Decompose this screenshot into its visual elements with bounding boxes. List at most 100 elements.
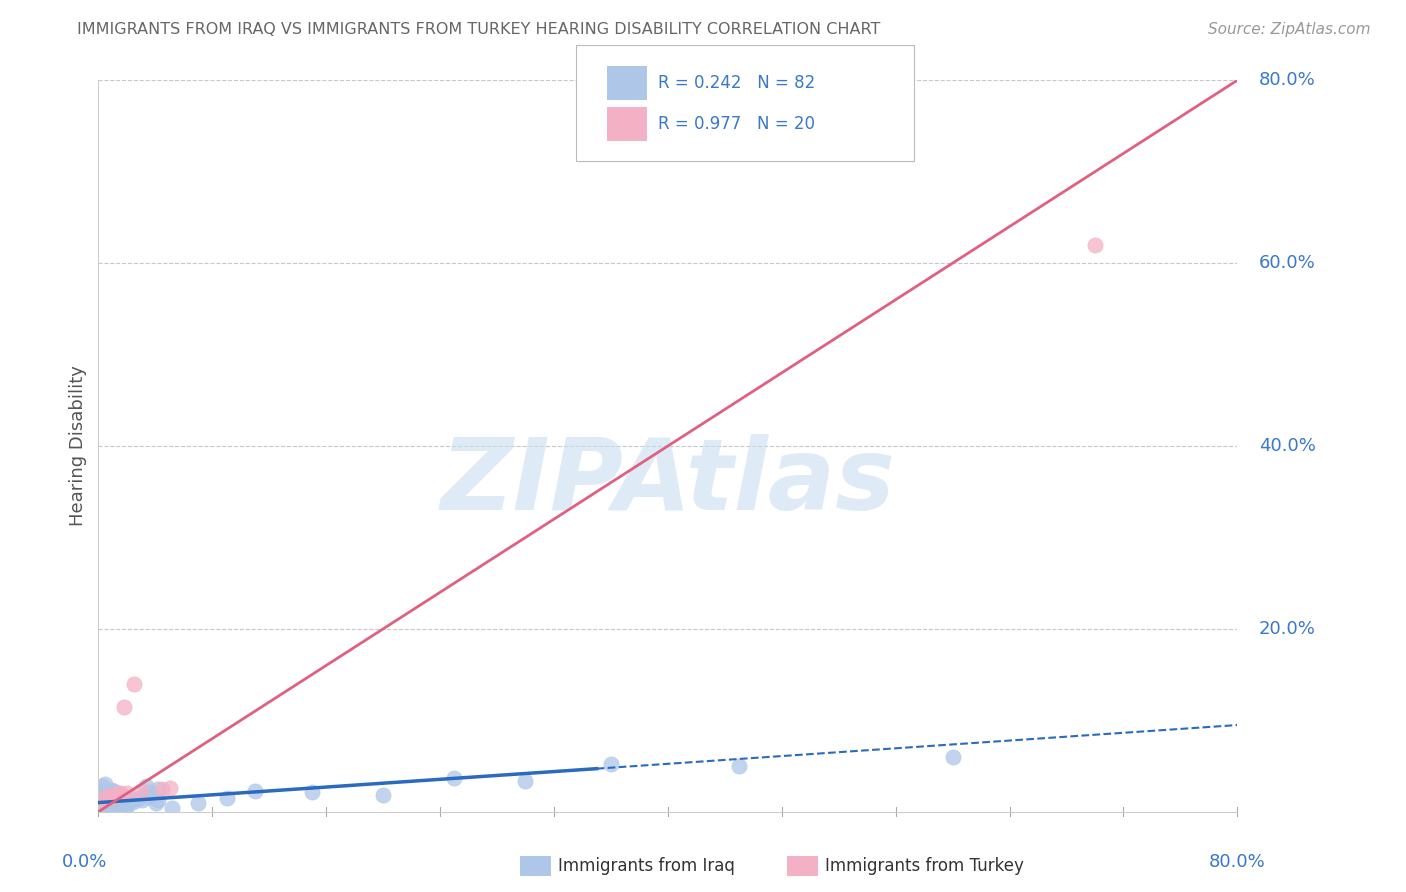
Point	[89, 799, 111, 814]
Text: 20.0%: 20.0%	[1258, 620, 1316, 638]
Point	[93, 795, 115, 809]
Point	[100, 790, 122, 805]
Text: 80.0%: 80.0%	[1258, 71, 1316, 89]
Point	[148, 781, 170, 796]
Point	[139, 785, 162, 799]
Point	[90, 798, 112, 813]
Point	[93, 795, 115, 809]
Point	[105, 789, 128, 803]
Point	[728, 758, 751, 772]
Text: 80.0%: 80.0%	[1209, 853, 1265, 871]
Point	[98, 789, 121, 804]
Point	[89, 789, 111, 803]
Point	[98, 804, 121, 818]
Point	[371, 788, 394, 802]
Point	[121, 795, 143, 809]
Point	[91, 788, 114, 802]
Text: 40.0%: 40.0%	[1258, 437, 1316, 455]
Point	[107, 799, 129, 814]
Point	[90, 793, 112, 807]
Point	[243, 784, 266, 798]
Point	[96, 797, 118, 811]
Point	[108, 787, 131, 801]
Point	[89, 795, 111, 809]
Point	[89, 789, 111, 803]
Point	[90, 789, 112, 803]
Point	[90, 789, 112, 804]
Point	[215, 791, 238, 805]
Point	[90, 793, 112, 807]
Point	[100, 797, 122, 812]
Point	[89, 793, 111, 807]
Point	[96, 788, 118, 802]
Point	[94, 777, 117, 791]
Point	[97, 791, 120, 805]
Point	[97, 795, 120, 809]
Point	[301, 785, 323, 799]
Text: 60.0%: 60.0%	[1258, 254, 1316, 272]
Point	[90, 801, 112, 815]
Point	[89, 785, 111, 799]
Point	[114, 804, 136, 818]
Point	[115, 785, 138, 799]
Point	[146, 793, 169, 807]
Point	[94, 804, 117, 818]
Point	[93, 794, 115, 808]
Point	[96, 790, 118, 805]
Text: Source: ZipAtlas.com: Source: ZipAtlas.com	[1208, 22, 1371, 37]
Point	[103, 804, 125, 818]
Point	[103, 803, 125, 817]
Point	[942, 749, 965, 764]
Point	[103, 800, 125, 814]
Point	[97, 797, 120, 812]
Point	[110, 788, 132, 802]
Point	[101, 797, 124, 812]
Point	[90, 794, 112, 808]
Y-axis label: Hearing Disability: Hearing Disability	[69, 366, 87, 526]
Point	[112, 789, 135, 804]
Point	[93, 792, 115, 806]
Point	[90, 800, 112, 814]
Point	[105, 796, 128, 810]
Point	[131, 793, 153, 807]
Point	[93, 791, 115, 805]
Point	[152, 781, 174, 796]
Point	[103, 797, 125, 811]
Point	[118, 794, 141, 808]
Text: IMMIGRANTS FROM IRAQ VS IMMIGRANTS FROM TURKEY HEARING DISABILITY CORRELATION CH: IMMIGRANTS FROM IRAQ VS IMMIGRANTS FROM …	[77, 22, 880, 37]
Point	[159, 780, 181, 795]
Point	[1084, 238, 1107, 252]
Point	[145, 796, 167, 810]
Point	[108, 803, 131, 817]
Text: ZIPAtlas: ZIPAtlas	[440, 434, 896, 531]
Point	[104, 788, 127, 802]
Point	[122, 676, 145, 690]
Point	[100, 792, 122, 806]
Point	[101, 789, 124, 803]
Point	[128, 790, 150, 805]
Point	[90, 789, 112, 804]
Text: R = 0.977   N = 20: R = 0.977 N = 20	[658, 115, 815, 133]
Point	[103, 783, 125, 797]
Point	[93, 793, 115, 807]
Point	[515, 774, 537, 789]
Point	[94, 792, 117, 806]
Point	[91, 797, 114, 811]
Point	[97, 794, 120, 808]
Point	[91, 796, 114, 810]
Point	[117, 794, 139, 808]
Point	[125, 791, 148, 805]
Text: 0.0%: 0.0%	[62, 853, 107, 871]
Point	[93, 787, 115, 801]
Point	[600, 757, 623, 772]
Point	[93, 783, 115, 797]
Point	[115, 800, 138, 814]
Point	[89, 799, 111, 814]
Text: Immigrants from Iraq: Immigrants from Iraq	[558, 857, 735, 875]
Point	[103, 792, 125, 806]
Point	[103, 789, 125, 804]
Point	[115, 789, 138, 804]
Point	[135, 779, 157, 793]
Text: Immigrants from Turkey: Immigrants from Turkey	[825, 857, 1024, 875]
Point	[90, 799, 112, 814]
